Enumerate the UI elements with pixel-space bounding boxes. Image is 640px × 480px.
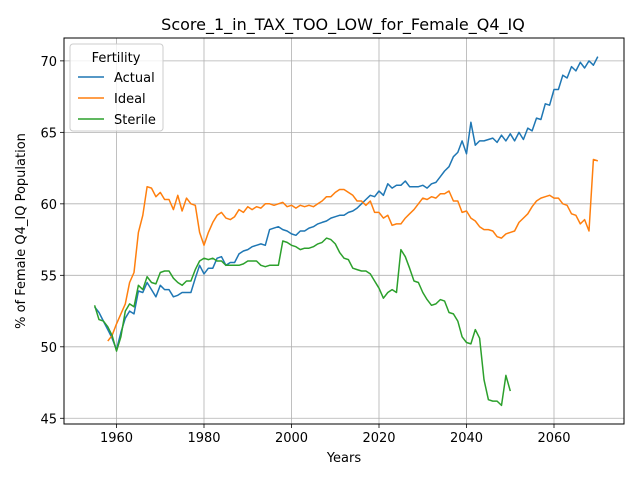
y-tick-label: 50 [40, 341, 57, 356]
legend-label-sterile: Sterile [114, 113, 156, 128]
x-tick-label: 1980 [187, 431, 220, 446]
legend: Fertility Actual Ideal Sterile [69, 43, 164, 132]
y-tick-label: 70 [40, 55, 57, 70]
series-lines [93, 56, 599, 407]
x-tick-label: 1960 [100, 431, 133, 446]
chart-title: Score_1_in_TAX_TOO_LOW_for_Female_Q4_IQ [161, 15, 525, 35]
legend-box [69, 43, 164, 132]
y-tick-label: 65 [40, 126, 57, 141]
legend-label-actual: Actual [114, 71, 155, 86]
x-axis-label: Years [326, 451, 362, 466]
x-tick-label: 2040 [450, 431, 483, 446]
y-tick-label: 60 [40, 198, 57, 213]
x-tick-label: 2060 [537, 431, 570, 446]
y-tick-label: 45 [40, 412, 57, 427]
x-tick-label: 2020 [362, 431, 395, 446]
legend-items: Actual Ideal Sterile [78, 71, 156, 128]
legend-label-ideal: Ideal [114, 92, 146, 107]
gridlines [64, 38, 624, 424]
axis-ticks: 1960 1980 2000 2020 2040 2060 45 50 55 60 65 70 [40, 55, 570, 446]
series-line-ideal [107, 158, 599, 342]
series-line-actual [94, 56, 599, 351]
y-tick-label: 55 [40, 269, 57, 284]
plot-frame [63, 37, 625, 425]
series-line-sterile [93, 237, 512, 407]
y-axis-label: % of Female Q4_IQ Population [14, 133, 29, 329]
legend-title: Fertility [92, 51, 141, 66]
x-tick-label: 2000 [275, 431, 308, 446]
